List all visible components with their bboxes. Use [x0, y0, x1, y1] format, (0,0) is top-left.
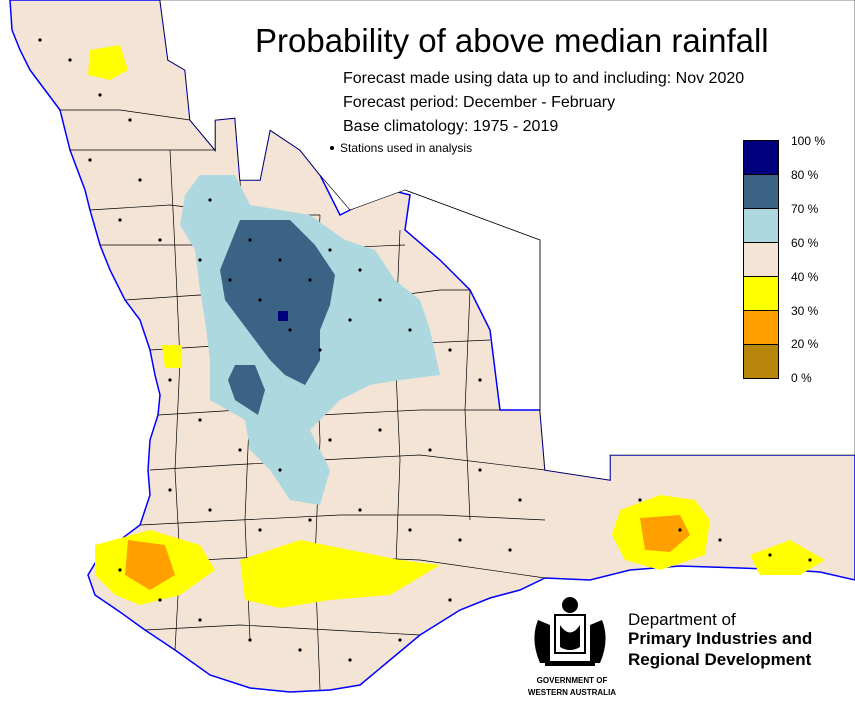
government-line-1: GOVERNMENT OF — [536, 676, 608, 685]
stations-legend-label: Stations used in analysis — [340, 141, 473, 155]
excluded-area — [159, 0, 855, 481]
scale-swatch-0-20 — [744, 345, 778, 378]
scale-label: 0 % — [791, 371, 812, 385]
scale-swatch-30-40 — [744, 277, 778, 311]
forecast-made-text: Forecast made using data up to and inclu… — [343, 70, 745, 87]
government-crest-icon — [534, 597, 606, 666]
map-title: Probability of above median rainfall — [255, 22, 769, 59]
stations-legend: Stations used in analysis — [330, 141, 472, 155]
department-line-2: Primary Industries and — [628, 629, 813, 648]
department-line-1: Department of — [628, 610, 736, 629]
zone-40-60-c — [240, 540, 440, 608]
scale-label: 20 % — [791, 337, 819, 351]
scale-swatch-60-70 — [744, 209, 778, 243]
government-line-2: WESTERN AUSTRALIA — [527, 688, 617, 697]
zone-40-60-f — [162, 345, 182, 368]
scale-swatch-70-80 — [744, 175, 778, 209]
base-climatology-text: Base climatology: 1975 - 2019 — [343, 118, 559, 135]
scale-label: 40 % — [791, 270, 819, 284]
zone-30-40-a — [125, 540, 175, 590]
color-scale — [743, 140, 779, 379]
station-dot-icon — [330, 146, 334, 150]
zone-40-60-e — [750, 540, 825, 575]
scale-swatch-40-60 — [744, 243, 778, 277]
stations — [38, 38, 812, 662]
zone-30-40-b — [640, 515, 690, 552]
zone-80-100 — [278, 311, 288, 321]
scale-label: 80 % — [791, 168, 819, 182]
scale-label: 70 % — [791, 202, 819, 216]
scale-label: 100 % — [791, 134, 826, 148]
forecast-period-text: Forecast period: December - February — [343, 94, 616, 111]
scale-label: 30 % — [791, 304, 819, 318]
zone-70-80-b — [228, 365, 265, 415]
zone-70-80 — [220, 220, 335, 385]
scale-swatch-20-30 — [744, 311, 778, 345]
scale-swatch-80-100 — [744, 141, 778, 175]
department-line-3: Regional Development — [628, 650, 812, 669]
zone-40-60-a — [88, 45, 128, 80]
scale-label: 60 % — [791, 236, 819, 250]
